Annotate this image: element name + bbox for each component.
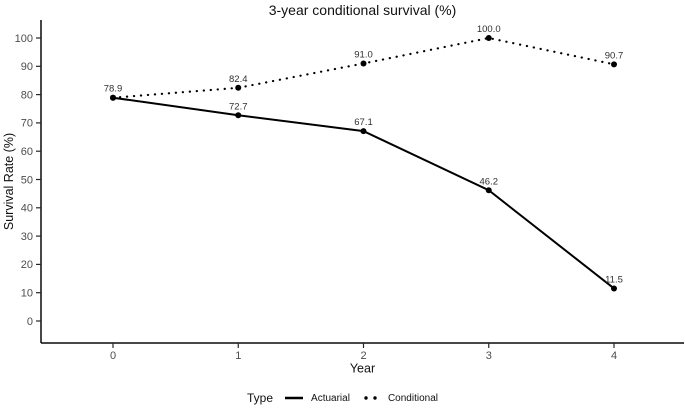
data-point	[485, 35, 492, 41]
x-tick-label: 3	[486, 350, 492, 362]
data-point	[611, 61, 617, 68]
solid-line-key-icon	[285, 396, 304, 400]
axes-layer: 0 10 20 30 40 50 60 70 80 90 100 0 1 2 3 4	[15, 20, 684, 362]
series-actuarial: 78.9 72.7 67.1 46.2 11.5	[104, 84, 623, 292]
y-tick-label: 60	[21, 146, 33, 158]
data-point	[360, 128, 367, 135]
y-tick-label: 40	[21, 203, 33, 215]
legend-label-actuarial: Actuarial	[311, 392, 350, 404]
data-point	[235, 84, 242, 91]
point-label: 46.2	[480, 176, 499, 187]
series-layer: 78.9 72.7 67.1 46.2 11.5 82.4 91.0 100.0 90.7	[104, 24, 623, 292]
legend-item-conditional: Conditional	[361, 392, 438, 404]
x-axis-title: Year	[350, 362, 375, 376]
point-label: 67.1	[354, 117, 373, 128]
data-point	[110, 94, 116, 101]
y-tick-label: 90	[21, 61, 33, 73]
plot-svg: 0 10 20 30 40 50 60 70 80 90 100 0 1 2 3 4 78.9 72.7 67.1…	[2, 20, 684, 376]
dotted-line-key-icon	[364, 396, 377, 400]
y-tick-label: 0	[27, 316, 33, 328]
y-axis-title: Survival Rate (%)	[2, 133, 16, 230]
legend-label-conditional: Conditional	[387, 392, 438, 404]
x-tick-label: 0	[110, 350, 116, 362]
point-label: 78.9	[104, 84, 123, 95]
y-tick-label: 70	[21, 118, 33, 130]
point-label: 11.5	[605, 274, 623, 285]
y-tick-label: 80	[21, 89, 33, 101]
data-point	[485, 187, 492, 194]
data-point	[611, 285, 617, 292]
legend: Type Actuarial Conditional	[0, 391, 685, 405]
y-tick-label: 100	[15, 33, 33, 45]
chart-title: 3-year conditional survival (%)	[268, 2, 457, 18]
data-point	[360, 60, 367, 67]
point-label: 82.4	[229, 74, 248, 85]
x-tick-label: 2	[360, 350, 366, 362]
point-label: 90.7	[605, 50, 624, 61]
legend-title: Type	[247, 391, 274, 405]
data-point	[235, 112, 242, 119]
legend-item-actuarial: Actuarial	[284, 392, 350, 404]
y-tick-label: 20	[21, 259, 33, 271]
point-label: 100.0	[477, 24, 501, 35]
point-label: 72.7	[229, 101, 248, 112]
y-tick-label: 10	[21, 288, 33, 300]
y-tick-label: 50	[21, 174, 33, 186]
dotted-line	[111, 36, 616, 99]
y-tick-label: 30	[21, 231, 33, 243]
x-tick-label: 4	[611, 350, 617, 362]
point-label: 91.0	[354, 49, 373, 60]
series-conditional: 82.4 91.0 100.0 90.7	[110, 24, 623, 101]
x-tick-label: 1	[235, 350, 241, 362]
